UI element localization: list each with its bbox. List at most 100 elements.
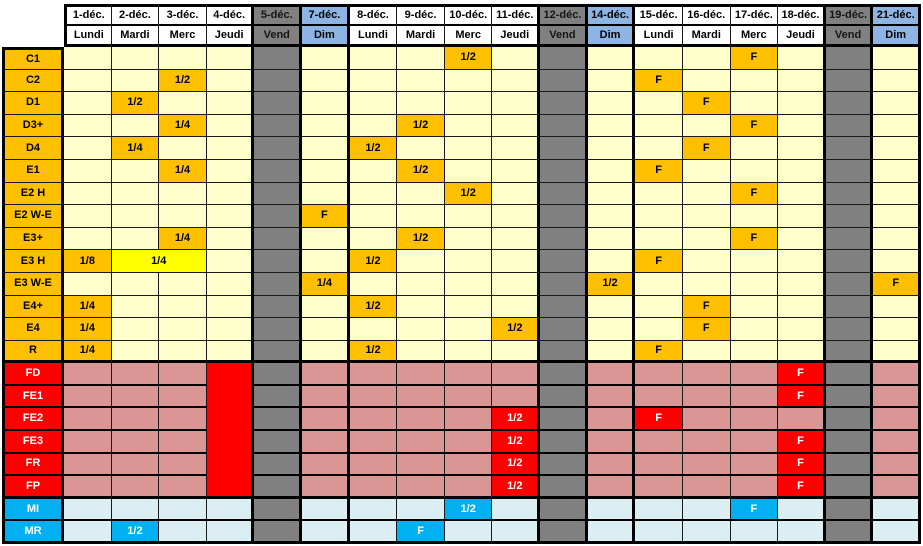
date-header[interactable]: 1-déc. <box>64 4 112 26</box>
schedule-cell[interactable] <box>492 272 541 296</box>
schedule-cell[interactable] <box>873 498 921 522</box>
closed-day-cell[interactable] <box>825 498 874 522</box>
schedule-cell[interactable] <box>111 340 160 364</box>
day-header[interactable]: Merc <box>730 26 779 47</box>
schedule-cell[interactable] <box>159 453 207 477</box>
date-header[interactable]: 21-déc. <box>873 4 921 26</box>
day-header[interactable]: Lundi <box>349 26 398 47</box>
date-header[interactable]: 16-déc. <box>682 4 731 26</box>
closed-day-cell[interactable] <box>540 521 588 544</box>
schedule-cell[interactable] <box>302 182 350 206</box>
schedule-cell[interactable] <box>397 318 445 341</box>
schedule-cell[interactable] <box>492 340 541 364</box>
schedule-cell[interactable] <box>159 295 207 319</box>
schedule-cell[interactable] <box>587 453 636 477</box>
schedule-cell[interactable] <box>587 295 636 319</box>
schedule-cell[interactable] <box>778 205 826 228</box>
mark-cell[interactable]: F <box>635 159 683 183</box>
schedule-cell[interactable] <box>159 521 207 544</box>
schedule-cell[interactable] <box>64 69 112 93</box>
schedule-cell[interactable] <box>444 476 493 499</box>
schedule-cell[interactable] <box>730 521 779 544</box>
day-header[interactable]: Mardi <box>682 26 731 47</box>
mark-cell[interactable]: 1/2 <box>397 114 445 138</box>
day-header[interactable]: Lundi <box>635 26 683 47</box>
schedule-cell[interactable] <box>159 498 207 522</box>
schedule-cell[interactable] <box>64 114 112 138</box>
mark-cell[interactable]: 1/2 <box>492 431 541 454</box>
row-label-d1[interactable]: D1 <box>2 92 64 115</box>
closed-day-cell[interactable] <box>540 385 588 409</box>
schedule-cell[interactable] <box>778 408 826 432</box>
schedule-cell[interactable] <box>587 137 636 160</box>
date-header[interactable]: 7-déc. <box>302 4 350 26</box>
schedule-cell[interactable] <box>873 92 921 115</box>
schedule-cell[interactable] <box>302 295 350 319</box>
mark-cell[interactable]: 1/2 <box>397 227 445 251</box>
schedule-cell[interactable] <box>111 498 160 522</box>
schedule-cell[interactable] <box>302 137 350 160</box>
schedule-cell[interactable] <box>635 476 683 499</box>
schedule-cell[interactable] <box>635 272 683 296</box>
date-header[interactable]: 5-déc. <box>254 4 303 26</box>
schedule-cell[interactable] <box>206 114 255 138</box>
row-label-fe3[interactable]: FE3 <box>2 431 64 454</box>
schedule-cell[interactable] <box>635 114 683 138</box>
schedule-cell[interactable] <box>64 182 112 206</box>
schedule-cell[interactable] <box>159 476 207 499</box>
schedule-cell[interactable] <box>111 159 160 183</box>
schedule-cell[interactable] <box>206 47 255 70</box>
schedule-cell[interactable] <box>444 159 493 183</box>
schedule-cell[interactable] <box>444 431 493 454</box>
schedule-cell[interactable] <box>111 431 160 454</box>
closed-day-cell[interactable] <box>825 47 874 70</box>
row-label-fd[interactable]: FD <box>2 363 64 386</box>
row-label-d3-[interactable]: D3+ <box>2 114 64 138</box>
mark-cell[interactable]: F <box>635 69 683 93</box>
closed-day-cell[interactable] <box>254 431 303 454</box>
schedule-cell[interactable] <box>682 205 731 228</box>
schedule-cell[interactable] <box>397 272 445 296</box>
date-header[interactable]: 15-déc. <box>635 4 683 26</box>
schedule-cell[interactable] <box>302 227 350 251</box>
mark-cell[interactable]: 1/2 <box>492 318 541 341</box>
schedule-cell[interactable] <box>730 69 779 93</box>
mark-cell[interactable]: 1/4 <box>159 227 207 251</box>
schedule-cell[interactable] <box>492 137 541 160</box>
schedule-cell[interactable] <box>444 250 493 273</box>
closed-day-cell[interactable] <box>254 385 303 409</box>
schedule-cell[interactable] <box>682 340 731 364</box>
schedule-cell[interactable] <box>111 318 160 341</box>
schedule-cell[interactable] <box>682 476 731 499</box>
schedule-cell[interactable] <box>302 521 350 544</box>
schedule-cell[interactable] <box>635 431 683 454</box>
row-label-e2-h[interactable]: E2 H <box>2 182 64 206</box>
schedule-cell[interactable] <box>587 227 636 251</box>
schedule-cell[interactable] <box>635 363 683 386</box>
closed-day-cell[interactable] <box>254 205 303 228</box>
schedule-cell[interactable] <box>682 47 731 70</box>
schedule-cell[interactable] <box>635 205 683 228</box>
closed-day-cell[interactable] <box>825 114 874 138</box>
closed-day-cell[interactable] <box>540 114 588 138</box>
schedule-cell[interactable] <box>635 227 683 251</box>
schedule-cell[interactable] <box>206 272 255 296</box>
schedule-cell[interactable] <box>635 498 683 522</box>
closed-day-cell[interactable] <box>825 227 874 251</box>
closed-block-cell[interactable] <box>206 363 255 499</box>
schedule-cell[interactable] <box>159 92 207 115</box>
schedule-cell[interactable] <box>730 250 779 273</box>
schedule-cell[interactable] <box>397 408 445 432</box>
schedule-cell[interactable] <box>111 476 160 499</box>
schedule-cell[interactable] <box>873 385 921 409</box>
merged-mark-cell[interactable]: 1/4 <box>111 250 207 273</box>
schedule-cell[interactable] <box>302 385 350 409</box>
schedule-cell[interactable] <box>159 431 207 454</box>
schedule-cell[interactable] <box>302 69 350 93</box>
closed-day-cell[interactable] <box>540 47 588 70</box>
schedule-cell[interactable] <box>682 385 731 409</box>
schedule-cell[interactable] <box>730 92 779 115</box>
schedule-cell[interactable] <box>206 205 255 228</box>
schedule-cell[interactable] <box>444 521 493 544</box>
closed-day-cell[interactable] <box>254 498 303 522</box>
